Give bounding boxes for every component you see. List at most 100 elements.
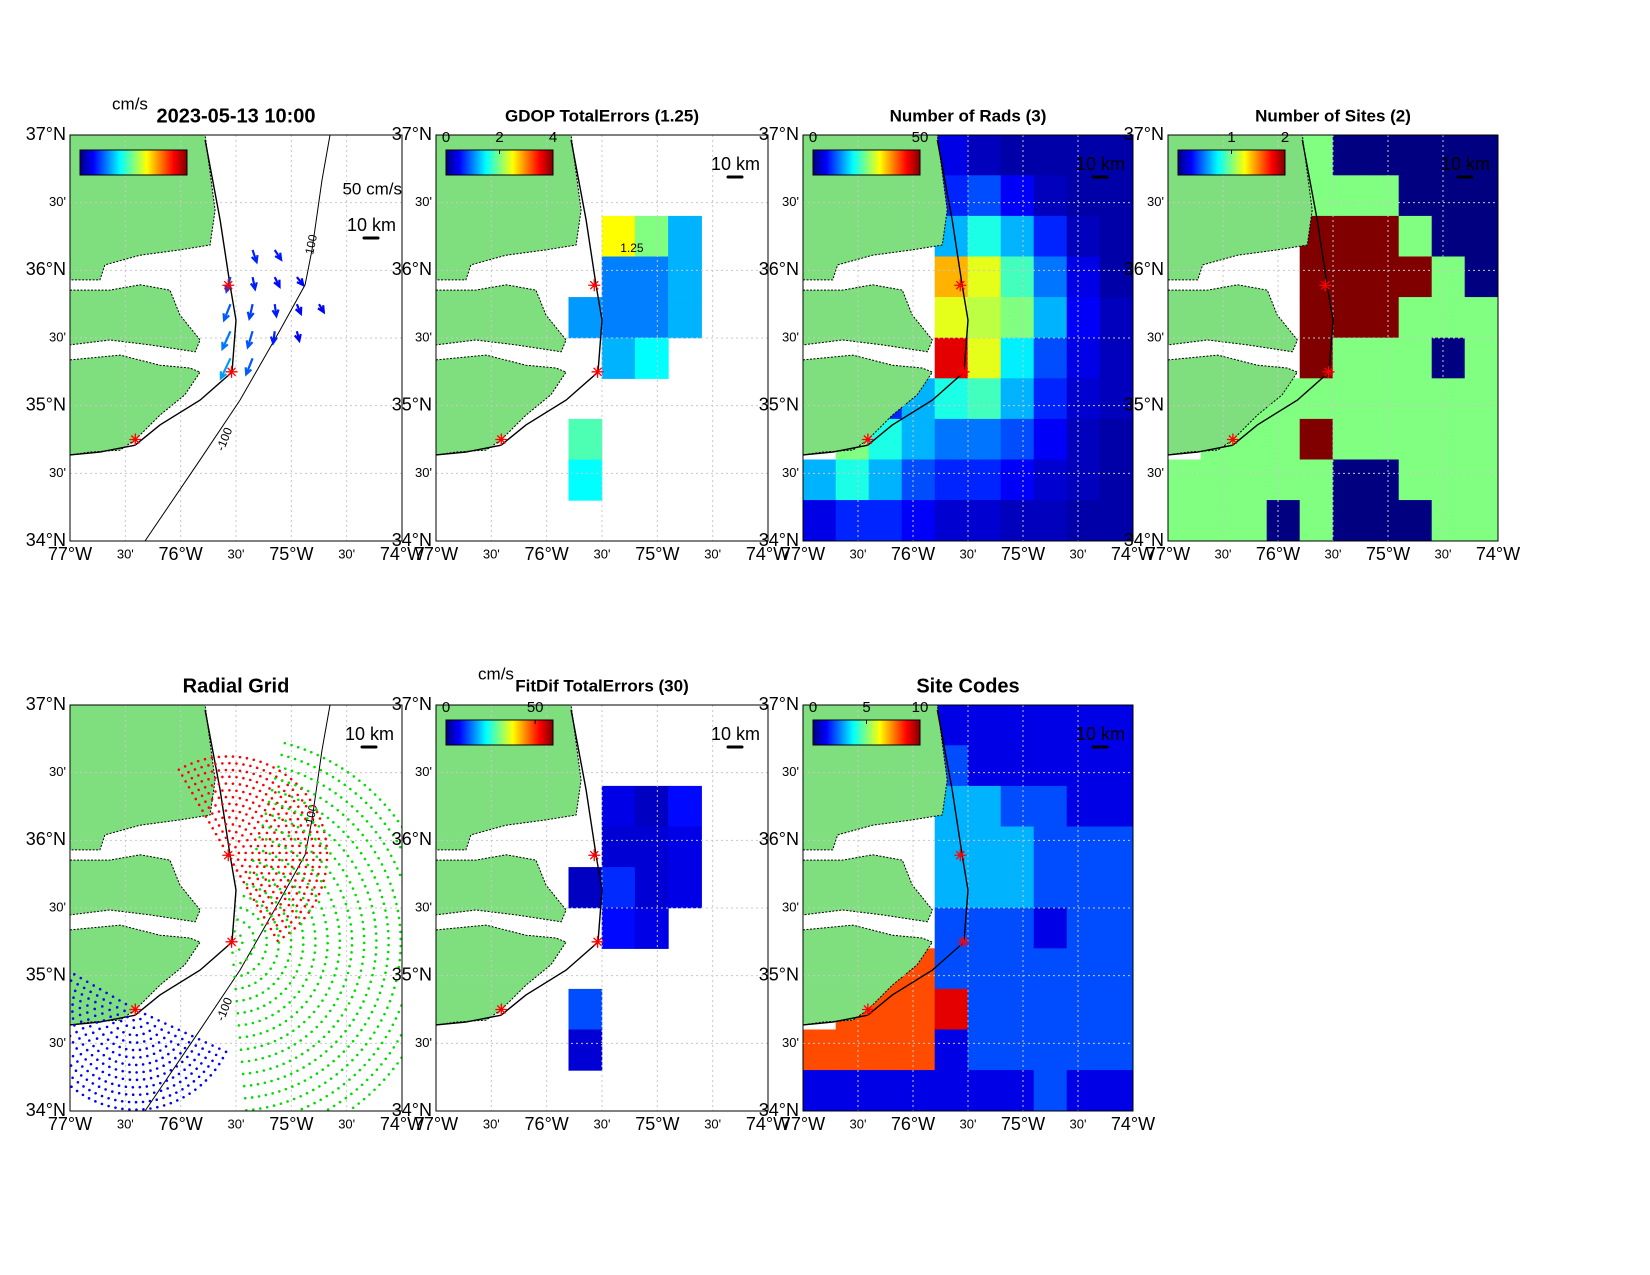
radial-grid-point: [126, 1015, 129, 1019]
radial-grid-point: [242, 776, 245, 780]
radial-grid-point: [100, 1005, 104, 1008]
radial-grid-point: [236, 858, 240, 861]
radial-grid-point: [210, 770, 214, 773]
radial-grid-point: [268, 813, 272, 817]
x-tick-label: 76°W: [1256, 544, 1300, 564]
radial-grid-point: [399, 951, 402, 955]
radial-grid-point: [100, 1094, 104, 1098]
radial-grid-point: [359, 969, 363, 972]
radial-grid-point: [294, 783, 297, 787]
radial-grid-point: [300, 799, 304, 802]
radial-grid-point: [102, 1019, 106, 1022]
radial-grid-point: [278, 1023, 282, 1027]
radar-site: [957, 365, 970, 378]
data-cell: [1398, 215, 1433, 258]
data-cell: [967, 459, 1002, 501]
radial-grid-point: [355, 809, 359, 813]
radial-grid-point: [287, 1046, 291, 1050]
radial-grid-point: [384, 971, 387, 975]
radial-grid-point: [71, 1041, 75, 1044]
radial-grid-point: [248, 1145, 251, 1148]
radial-grid-point: [264, 793, 268, 796]
data-cell: [934, 867, 969, 909]
radial-grid-point: [350, 930, 353, 933]
radial-grid-point: [150, 1015, 154, 1019]
radial-grid-point: [312, 958, 315, 961]
radial-grid-point: [310, 1030, 313, 1034]
radial-grid-point: [242, 998, 245, 1002]
data-cell: [1464, 418, 1498, 461]
radial-grid-point: [356, 900, 360, 903]
colorbar-tick-label: 0: [809, 699, 817, 716]
radial-grid-point: [128, 1078, 132, 1081]
data-cell: [601, 826, 636, 868]
radial-grid-point: [310, 888, 314, 891]
data-cell: [1365, 459, 1400, 501]
data-cell: [901, 500, 936, 541]
radial-grid-point: [350, 860, 354, 863]
radial-grid-point: [261, 838, 264, 841]
data-cell: [967, 215, 1002, 258]
data-cell: [967, 745, 1002, 787]
radial-grid-point: [244, 851, 247, 855]
radial-grid-point: [373, 793, 377, 796]
radial-grid-point: [142, 1032, 145, 1036]
radial-grid-point: [344, 1008, 347, 1011]
y-tick-label: 37°N: [1124, 124, 1164, 144]
radial-grid-point: [251, 882, 255, 886]
radial-grid-point: [338, 932, 341, 936]
radial-grid-point: [47, 958, 50, 961]
radial-grid-point: [349, 923, 353, 926]
x-tick-label: 75°W: [1001, 544, 1045, 564]
radial-grid-point: [331, 1091, 334, 1094]
radial-grid-point: [360, 814, 364, 818]
radial-grid-point: [278, 769, 281, 773]
radial-grid-point: [76, 982, 79, 986]
land: [70, 854, 201, 923]
radial-grid-point: [101, 1070, 105, 1074]
radial-grid-point: [311, 820, 315, 824]
x-tick-label: 76°W: [525, 544, 569, 564]
radial-grid-point: [284, 965, 287, 969]
radial-grid-point: [423, 926, 426, 929]
radial-grid-point: [255, 1070, 259, 1074]
radial-grid-point: [387, 1073, 391, 1076]
radial-grid-point: [403, 887, 406, 890]
radial-grid-point: [266, 1029, 269, 1033]
radial-grid-point: [350, 1092, 353, 1096]
radial-grid-point: [128, 1040, 132, 1044]
radial-grid-point: [152, 1052, 156, 1056]
radial-grid-point: [297, 916, 301, 919]
radial-grid-point: [300, 813, 303, 817]
radial-grid-point: [86, 1011, 89, 1014]
radial-grid-point: [311, 868, 314, 872]
radial-grid-point: [314, 1058, 317, 1062]
radial-grid-point: [304, 865, 308, 869]
radial-grid-point: [259, 977, 263, 981]
radial-grid-point: [305, 851, 309, 855]
radial-grid-point: [67, 969, 70, 972]
y-tick-label: 30': [1147, 465, 1164, 480]
radial-grid-point: [44, 988, 47, 991]
data-cell: [1066, 297, 1101, 339]
radial-grid-point: [335, 967, 338, 970]
radial-grid-point: [270, 844, 274, 848]
radial-grid-point: [356, 1034, 359, 1038]
radial-grid-point: [208, 1050, 211, 1054]
radial-grid-point: [146, 1054, 149, 1058]
radial-grid-point: [42, 1022, 45, 1025]
radial-grid-point: [388, 1051, 392, 1055]
radial-grid-point: [119, 1019, 123, 1023]
radial-grid-point: [346, 971, 350, 975]
radial-grid-point: [333, 838, 336, 842]
scale-label: 10 km: [1076, 154, 1125, 174]
radial-grid-point: [197, 774, 200, 777]
data-cell: [934, 500, 969, 541]
radial-grid-point: [262, 783, 265, 787]
radial-grid-point: [306, 824, 310, 827]
radial-grid-point: [336, 960, 340, 964]
radial-grid-point: [240, 1060, 244, 1064]
radial-grid-point: [178, 1080, 182, 1084]
y-tick-label: 35°N: [392, 394, 432, 414]
radial-grid-point: [57, 1016, 60, 1019]
